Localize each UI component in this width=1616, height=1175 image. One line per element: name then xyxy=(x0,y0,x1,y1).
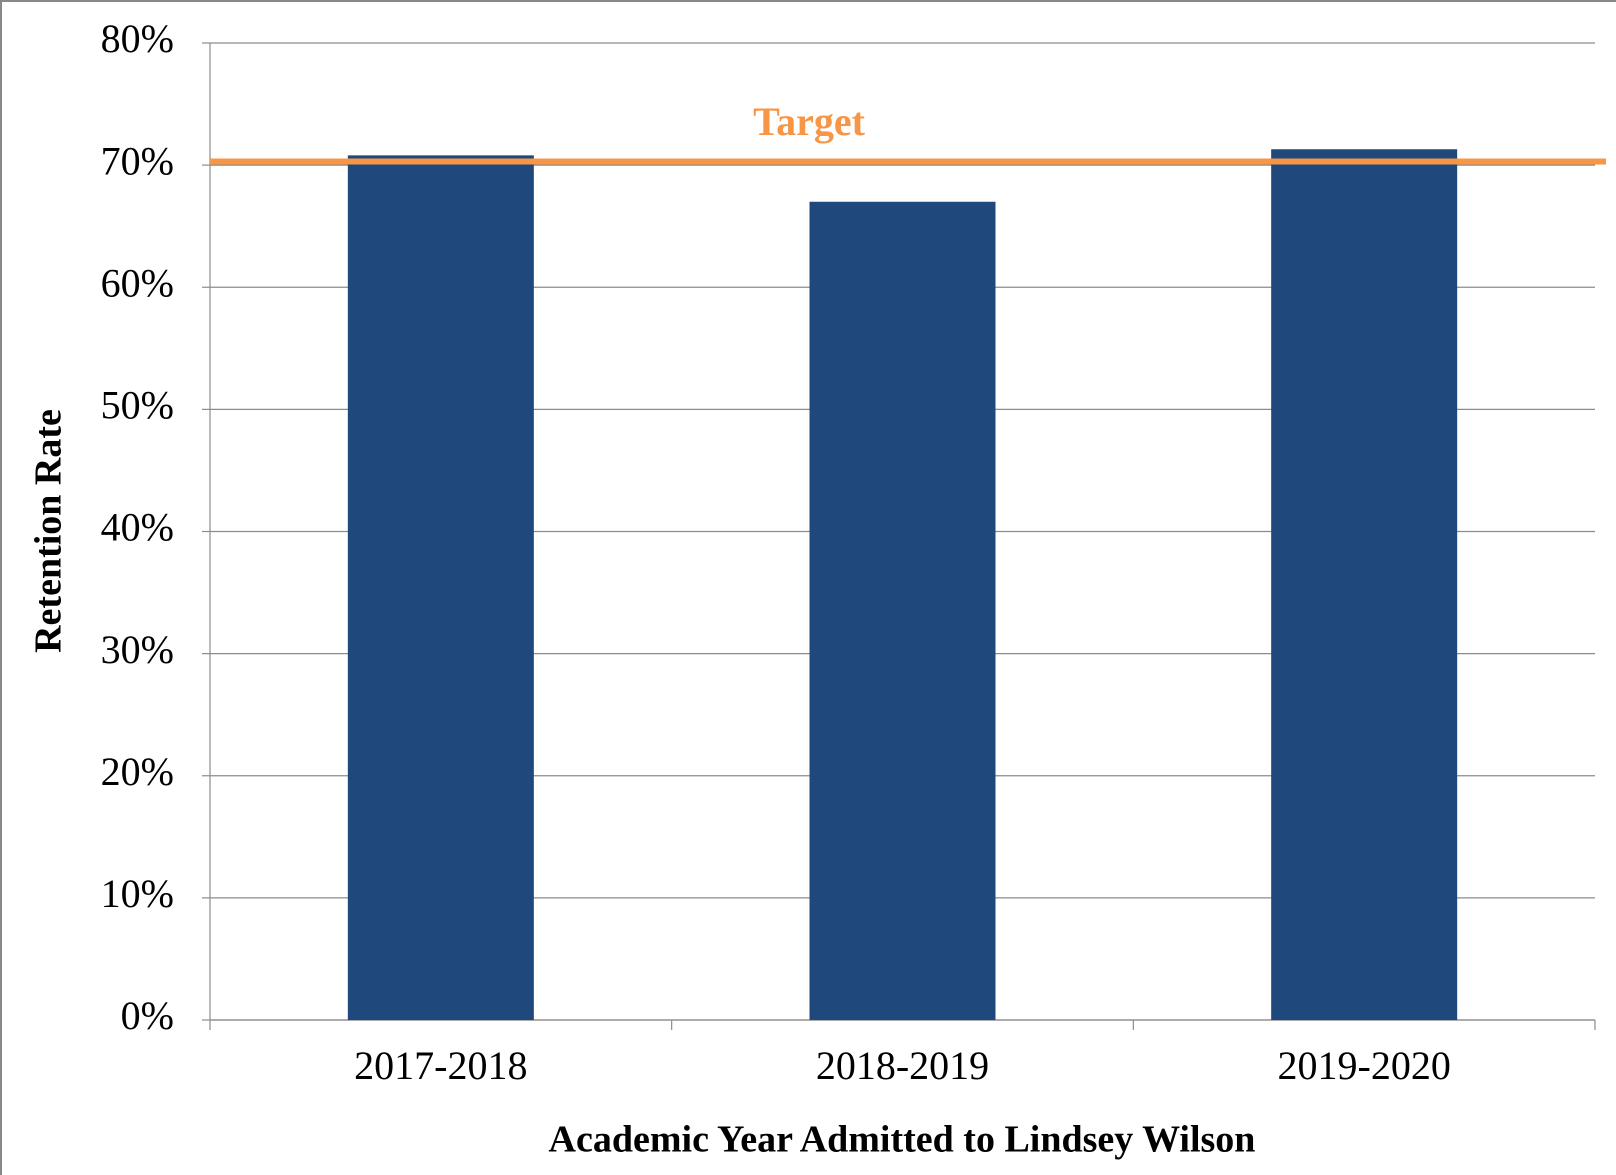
target-label: Target xyxy=(753,99,866,144)
y-tick-label: 20% xyxy=(101,749,174,794)
y-tick-label: 60% xyxy=(101,260,174,305)
bar xyxy=(1271,149,1458,1020)
y-tick-label: 30% xyxy=(101,627,174,672)
x-axis-label: Academic Year Admitted to Lindsey Wilson xyxy=(549,1119,1256,1161)
bar xyxy=(347,155,534,1021)
y-tick-label: 10% xyxy=(101,871,174,916)
y-tick-label: 70% xyxy=(101,138,174,183)
bar xyxy=(809,201,996,1020)
y-tick-label: 80% xyxy=(101,16,174,61)
y-tick-label: 40% xyxy=(101,505,174,550)
y-tick-label: 50% xyxy=(101,383,174,428)
y-axis-label: Retention Rate xyxy=(28,409,70,653)
x-tick-label: 2017-2018 xyxy=(354,1043,527,1088)
x-tick-label: 2018-2019 xyxy=(816,1043,989,1088)
x-tick-label: 2019-2020 xyxy=(1278,1043,1451,1088)
y-tick-label: 0% xyxy=(121,993,174,1038)
